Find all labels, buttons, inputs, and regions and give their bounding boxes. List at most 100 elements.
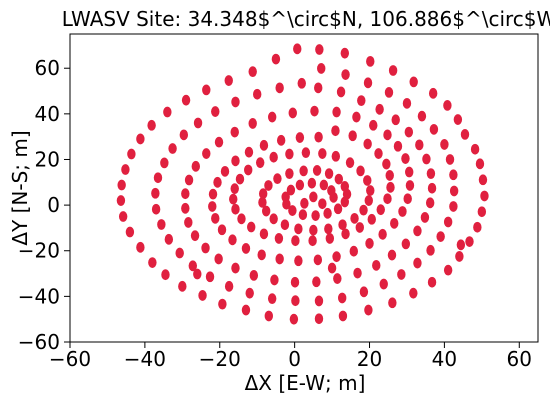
- data-point: [208, 201, 217, 212]
- data-point: [313, 254, 323, 266]
- data-point: [355, 222, 364, 233]
- data-point: [428, 87, 438, 99]
- data-point: [348, 130, 357, 142]
- data-point: [175, 247, 184, 259]
- data-point: [201, 242, 210, 254]
- data-point: [202, 148, 211, 159]
- data-point: [465, 236, 474, 248]
- data-point: [324, 223, 333, 235]
- data-point: [349, 245, 358, 257]
- data-point: [295, 132, 305, 143]
- data-point: [179, 129, 189, 141]
- data-point: [309, 224, 318, 236]
- data-point: [390, 217, 399, 229]
- data-point: [248, 66, 257, 78]
- data-point: [363, 138, 372, 150]
- data-point: [401, 238, 411, 250]
- data-point: [341, 228, 350, 240]
- data-point: [231, 203, 240, 215]
- chart-title: LWASV Site: 34.348$^\circ$N, 106.886$^\c…: [62, 7, 550, 31]
- data-point: [383, 129, 392, 141]
- data-point: [244, 146, 254, 158]
- data-point: [331, 150, 341, 162]
- data-point: [286, 184, 296, 196]
- data-point: [436, 231, 445, 242]
- data-point: [359, 286, 369, 298]
- data-point: [288, 107, 297, 119]
- data-point: [404, 126, 414, 138]
- data-point: [288, 205, 297, 216]
- data-point: [247, 221, 256, 233]
- data-point: [363, 175, 372, 186]
- data-point: [151, 203, 161, 215]
- data-point: [213, 176, 222, 188]
- data-point: [275, 253, 284, 265]
- x-tick-label: −20: [199, 347, 241, 371]
- data-point: [312, 276, 321, 288]
- data-point: [312, 165, 322, 176]
- data-point: [125, 226, 135, 238]
- data-point: [402, 97, 412, 109]
- data-point: [148, 257, 157, 269]
- data-point: [384, 87, 394, 98]
- data-point: [267, 111, 277, 123]
- data-point: [405, 166, 414, 178]
- data-point: [376, 204, 385, 216]
- data-point: [161, 269, 170, 281]
- y-tick-label: 40: [35, 102, 60, 126]
- data-point: [269, 213, 278, 225]
- y-axis-label: ΔY [N-S; m]: [8, 130, 32, 245]
- data-point: [116, 195, 126, 206]
- data-point: [480, 190, 489, 202]
- y-tick-label: 0: [47, 193, 60, 217]
- data-point: [217, 224, 227, 236]
- data-point: [208, 188, 218, 200]
- data-point: [291, 295, 300, 307]
- data-point: [224, 75, 233, 86]
- data-point: [318, 198, 327, 210]
- data-point: [235, 173, 245, 185]
- data-point: [211, 212, 220, 224]
- data-point: [331, 125, 340, 137]
- data-point: [314, 313, 324, 325]
- data-point: [163, 106, 172, 118]
- data-point: [214, 253, 223, 265]
- data-point: [261, 205, 271, 217]
- data-point: [378, 228, 387, 240]
- data-point: [300, 197, 309, 209]
- data-point: [340, 47, 350, 59]
- data-point: [332, 251, 341, 263]
- data-point: [314, 82, 323, 94]
- y-axis-ticks: −60 −40 −20 0 20 40 60: [18, 56, 70, 354]
- data-point: [387, 249, 397, 261]
- data-point: [214, 136, 224, 148]
- x-tick-label: 60: [507, 347, 532, 371]
- data-point: [443, 100, 452, 111]
- data-point: [193, 117, 203, 129]
- data-point: [449, 185, 459, 197]
- x-tick-label: 40: [432, 347, 457, 371]
- data-point: [307, 177, 317, 189]
- data-point: [184, 174, 194, 186]
- data-point: [359, 204, 368, 216]
- data-point: [181, 202, 190, 214]
- data-point: [301, 147, 311, 159]
- data-point: [121, 164, 130, 175]
- data-point: [352, 111, 361, 123]
- data-point: [231, 155, 240, 167]
- data-point: [294, 223, 303, 235]
- data-point: [274, 233, 284, 244]
- data-point: [357, 95, 366, 107]
- data-point: [211, 106, 220, 117]
- data-point: [478, 174, 488, 186]
- data-point: [345, 157, 355, 169]
- data-point: [291, 235, 300, 247]
- data-point: [364, 195, 373, 206]
- data-point: [193, 268, 202, 280]
- data-point: [383, 193, 392, 205]
- data-point: [153, 172, 163, 184]
- data-point: [398, 206, 407, 217]
- y-tick-label: −60: [18, 330, 60, 354]
- data-point: [168, 143, 177, 154]
- data-point: [127, 148, 136, 160]
